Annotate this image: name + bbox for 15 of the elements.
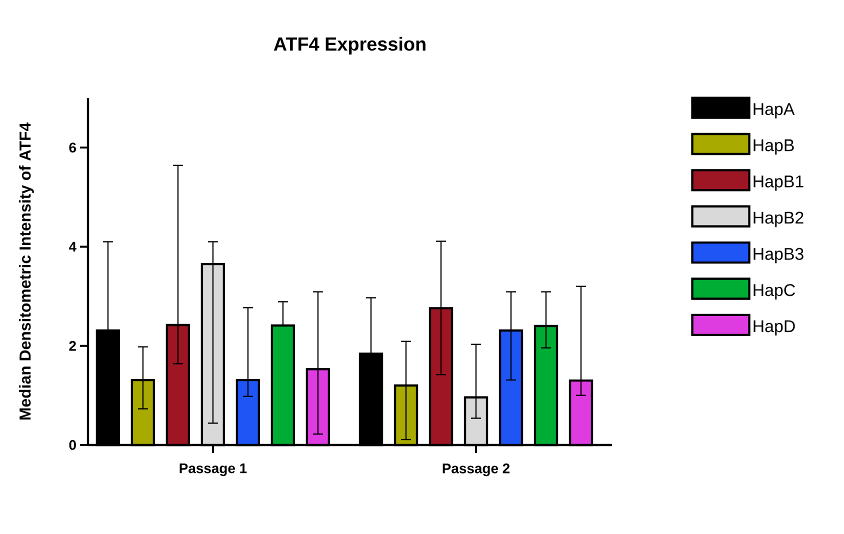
y-axis-title: Median Densitometric Intensity of ATF4 (19, 122, 34, 420)
legend-label: HapB (754, 139, 794, 155)
legend-label: HapC (754, 284, 796, 300)
legend-label: HapB2 (754, 212, 804, 228)
chart-title: ATF4 Expression (274, 36, 426, 54)
legend-label: HapD (754, 320, 795, 336)
legend-label: HapA (754, 103, 795, 118)
y-tick-label: 2 (69, 340, 76, 351)
x-tick-label: Passage 2 (442, 463, 510, 476)
x-tick-label: Passage 1 (180, 464, 247, 476)
legend-label: HapB3 (754, 248, 804, 264)
y-tick-label: 4 (68, 242, 76, 252)
y-tick-label: 0 (69, 440, 76, 450)
y-tick-label: 6 (69, 142, 76, 153)
legend-label: HapB1 (754, 176, 804, 191)
